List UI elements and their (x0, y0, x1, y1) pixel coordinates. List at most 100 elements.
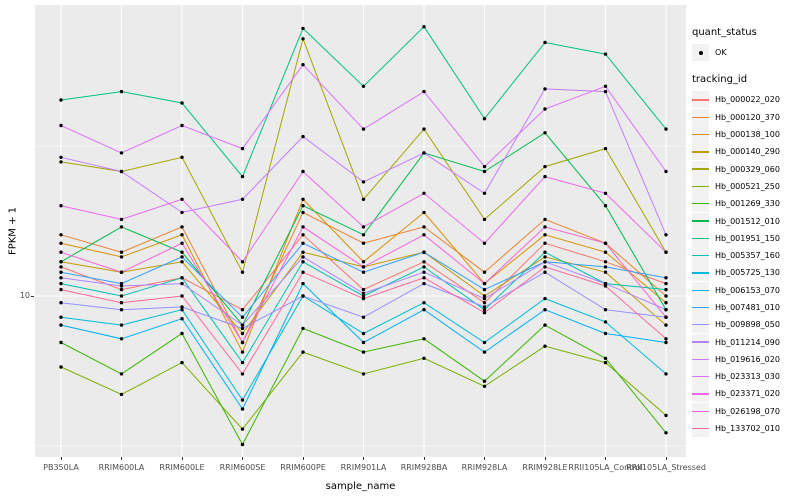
legend-key (692, 44, 709, 62)
legend-item-label: Hb_026198_070 (715, 406, 780, 416)
legend-item: Hb_001951_150 (692, 229, 800, 247)
x-axis-title: sample_name (325, 481, 396, 492)
legend-item: Hb_000329_060 (692, 160, 800, 178)
legend-item: Hb_000140_290 (692, 143, 800, 161)
legend-item: Hb_019616_020 (692, 350, 800, 368)
x-tick-label: RRIM600SE (219, 463, 266, 472)
legend-key (692, 402, 709, 420)
legend-key-line-icon (692, 254, 709, 257)
legend-key (692, 108, 709, 126)
chart-canvas (35, 5, 686, 457)
legend-title-tracking-id: tracking_id (692, 74, 748, 86)
y-axis-title: FPKM + 1 (7, 206, 19, 256)
legend-item: Hb_133702_010 (692, 420, 800, 438)
legend-item: Hb_000022_020 (692, 91, 800, 109)
legend-item-label: Hb_009898_050 (715, 320, 780, 330)
legend-item: Hb_000120_370 (692, 108, 800, 126)
y-tick-mark (31, 296, 34, 297)
legend-key-line-icon (692, 375, 709, 378)
legend-key-line-icon (692, 220, 709, 222)
gridlines-minor (35, 145, 686, 447)
panel-background (35, 5, 686, 457)
legend-item-label: Hb_023371_020 (715, 389, 780, 399)
x-tick-label: RRIM600LA (98, 463, 145, 472)
legend-key (692, 160, 709, 178)
legend-key-line-icon (692, 341, 709, 343)
x-tick-label: RRIM901LA (340, 463, 387, 472)
x-tick-mark (60, 457, 62, 460)
legend-item: Hb_026198_070 (692, 402, 800, 420)
legend-item: Hb_006153_070 (692, 281, 800, 299)
legend-key-line-icon (692, 99, 709, 101)
legend-item: Hb_001512_010 (692, 212, 800, 230)
gridlines-major (35, 5, 686, 457)
legend-item-label: Hb_023313_030 (715, 372, 780, 382)
legend-item-label: Hb_005725_130 (715, 268, 780, 278)
legend-key (692, 195, 709, 213)
x-tick-label: RRIM928LA (461, 463, 508, 472)
legend-key (692, 316, 709, 334)
legend-item-label: Hb_005357_160 (715, 251, 780, 261)
legend-key-line-icon (692, 133, 709, 136)
legend-item: Hb_005357_160 (692, 247, 800, 265)
legend-item-label: OK (715, 48, 727, 58)
x-tick-mark (121, 457, 122, 460)
legend-key (692, 333, 709, 351)
legend-key-line-icon (692, 306, 709, 309)
legend-key-line-icon (692, 203, 709, 205)
legend-key (692, 385, 709, 403)
x-tick-mark (363, 457, 364, 460)
legend-key (692, 281, 709, 299)
legend-title-quant-status: quant_status (692, 27, 757, 38)
legend-item-label: Hb_001269_330 (715, 199, 780, 209)
legend-item-label: Hb_007481_010 (715, 303, 780, 312)
x-tick-mark (605, 457, 606, 460)
legend-item: Hb_023313_030 (692, 368, 800, 386)
x-tick-label: RRII105LA_Control (568, 463, 643, 472)
x-tick-mark (181, 457, 183, 460)
legend-key-line-icon (692, 151, 709, 153)
legend-item: Hb_000138_100 (692, 126, 800, 144)
legend-key (692, 126, 709, 144)
legend-item-label: Hb_000329_060 (715, 164, 780, 174)
legend-key-line-icon (692, 289, 709, 291)
x-tick-label: RRII105LA_Stressed (626, 463, 706, 472)
legend-item: Hb_009898_050 (692, 316, 800, 334)
legend-key (692, 247, 709, 265)
legend-key-line-icon (692, 168, 709, 170)
legend-key (692, 420, 709, 438)
x-tick-label: RRIM600PE (280, 463, 326, 472)
legend-key-line-icon (692, 410, 709, 412)
legend-key (692, 212, 709, 230)
legend-key (692, 299, 709, 316)
x-tick-mark (423, 457, 425, 460)
legend-item: Hb_011214_090 (692, 333, 800, 351)
legend-key-line-icon (692, 272, 709, 274)
plot-panel (35, 5, 686, 457)
legend-key (692, 143, 709, 161)
x-tick-label: PB350LA (43, 463, 79, 472)
legend-item-label: Hb_000521_250 (715, 181, 780, 191)
legend-item-label: Hb_011214_090 (715, 337, 780, 347)
legend-key-line-icon (692, 185, 709, 188)
x-tick-mark (484, 457, 485, 460)
legend-key-line-icon (692, 116, 709, 118)
legend-item: Hb_000521_250 (692, 177, 800, 195)
legend-item: Hb_001269_330 (692, 195, 800, 213)
legend-item-label: Hb_006153_070 (715, 285, 780, 295)
legend-key-line-icon (692, 427, 709, 430)
legend-item: Hb_005725_130 (692, 264, 800, 282)
x-tick-mark (665, 457, 667, 460)
legend-item-label: Hb_001951_150 (715, 233, 780, 243)
legend-item-label: Hb_000022_020 (715, 95, 780, 105)
legend-item: Hb_023371_020 (692, 385, 800, 403)
legend-item-label: Hb_000120_370 (715, 112, 780, 122)
legend-key (692, 264, 709, 282)
legend-item-label: Hb_001512_010 (715, 216, 780, 226)
legend-item-label: Hb_000138_100 (715, 130, 780, 140)
legend-section-gap (692, 61, 800, 74)
legend-key-line-icon (692, 358, 709, 361)
legend-item: Hb_007481_010 (692, 299, 800, 316)
point-marker-icon (698, 50, 703, 55)
